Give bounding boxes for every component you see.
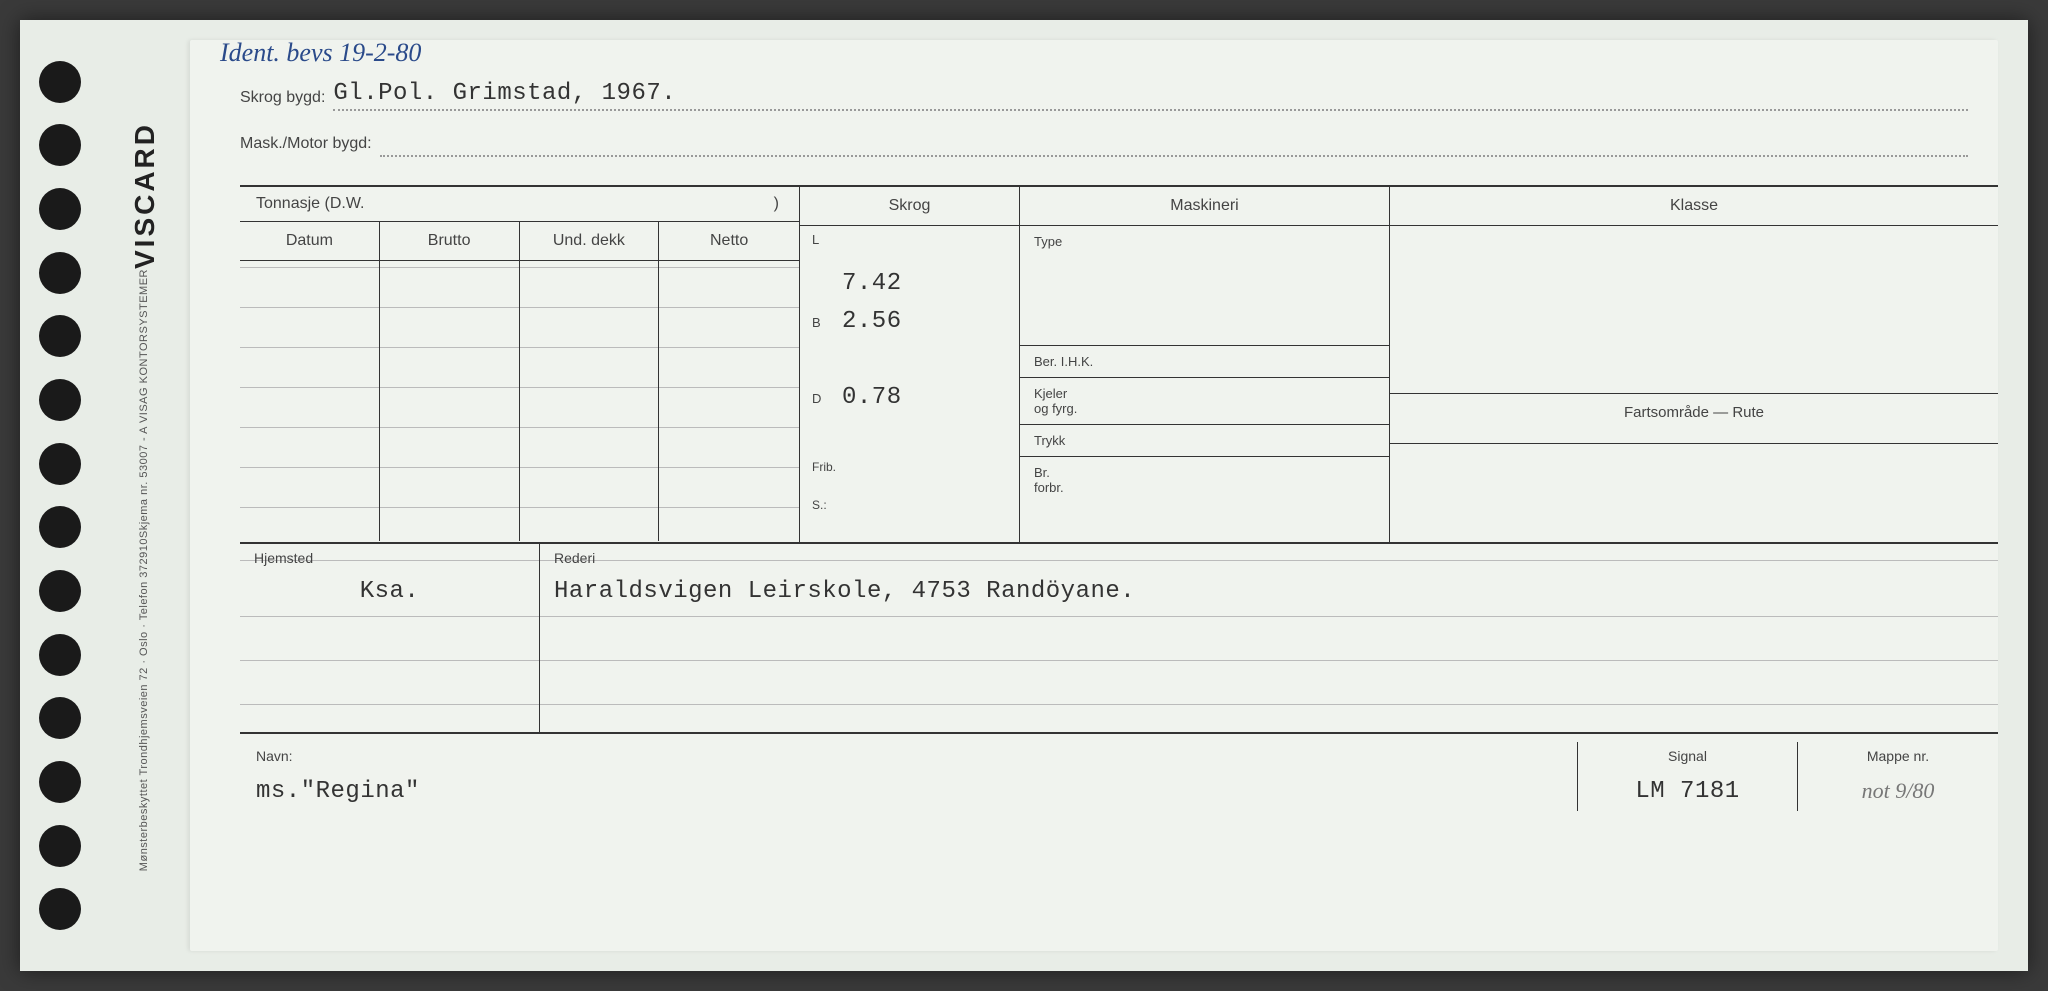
col-brutto: Brutto — [380, 222, 520, 260]
tonnage-title-right: ) — [774, 195, 779, 213]
br-forbr-label: Br. forbr. — [1034, 465, 1064, 495]
motor-bygd-label: Mask./Motor bygd: — [240, 135, 372, 157]
publisher-text: Mønsterbeskyttet Trondhjemsveien 72 · Os… — [135, 538, 155, 871]
type-label: Type — [1034, 234, 1062, 249]
punch-hole — [39, 697, 81, 739]
maskineri-body: Type Ber. I.H.K. Kjeler og fyrg. Trykk B… — [1020, 226, 1389, 503]
side-print: VISCARD Skjema nr. 53007 - A VISAG KONTO… — [100, 20, 190, 971]
punch-hole — [39, 61, 81, 103]
header-fields: Skrog bygd: Gl.Pol. Grimstad, 1967. Mask… — [190, 40, 1998, 185]
punch-hole — [39, 570, 81, 612]
tonnage-column: Tonnasje (D.W. ) Datum Brutto Und. dekk … — [240, 187, 800, 542]
klasse-column: Klasse Fartsområde — Rute — [1390, 187, 1998, 542]
punch-hole — [39, 825, 81, 867]
handwritten-note: Ident. bevs 19-2-80 — [220, 38, 421, 68]
length-value: 7.42 — [842, 270, 902, 297]
brand-logo: VISCARD — [129, 122, 161, 269]
rederi-label: Rederi — [554, 550, 1984, 566]
index-card: Ident. bevs 19-2-80 Skrog bygd: Gl.Pol. … — [190, 40, 1998, 951]
signal-label: Signal — [1594, 748, 1781, 764]
skrog-bygd-label: Skrog bygd: — [240, 89, 325, 111]
rederi-value: Haraldsvigen Leirskole, 4753 Randöyane. — [554, 578, 1984, 605]
skrog-header: Skrog — [800, 187, 1019, 226]
punch-hole — [39, 379, 81, 421]
punch-hole — [39, 634, 81, 676]
main-grid: Tonnasje (D.W. ) Datum Brutto Und. dekk … — [240, 185, 1998, 544]
navn-label: Navn: — [256, 748, 1561, 764]
col-netto: Netto — [659, 222, 799, 260]
kjeler-label: Kjeler og fyrg. — [1034, 386, 1077, 416]
signal-value: LM 7181 — [1594, 778, 1781, 805]
mappe-value: not 9/80 — [1814, 778, 1982, 804]
navn-value: ms."Regina" — [256, 778, 1561, 805]
navn-cell: Navn: ms."Regina" — [240, 742, 1578, 811]
punch-hole — [39, 506, 81, 548]
ber-ihk-label: Ber. I.H.K. — [1034, 354, 1093, 369]
punch-hole — [39, 443, 81, 485]
tonnage-subheader: Datum Brutto Und. dekk Netto — [240, 222, 799, 261]
col-und-dekk: Und. dekk — [520, 222, 660, 260]
fartsomrade-label: Fartsområde — Rute — [1390, 394, 1998, 444]
signal-cell: Signal LM 7181 — [1578, 742, 1798, 811]
mappe-cell: Mappe nr. not 9/80 — [1798, 742, 1998, 811]
punch-hole — [39, 888, 81, 930]
frib-label: Frib. — [812, 460, 836, 474]
skrog-column: Skrog L 7.42 B 2.56 D 0.78 Frib. S.: — [800, 187, 1020, 542]
maskineri-column: Maskineri Type Ber. I.H.K. Kjeler og fyr… — [1020, 187, 1390, 542]
scanned-sheet: VISCARD Skjema nr. 53007 - A VISAG KONTO… — [20, 20, 2028, 971]
tonnage-title-left: Tonnasje (D.W. — [256, 195, 364, 213]
punch-hole — [39, 124, 81, 166]
mappe-label: Mappe nr. — [1814, 748, 1982, 764]
skrog-bygd-field: Skrog bygd: Gl.Pol. Grimstad, 1967. — [240, 80, 1968, 111]
skrog-bygd-value: Gl.Pol. Grimstad, 1967. — [333, 80, 1968, 111]
punch-hole — [39, 761, 81, 803]
lower-section: Hjemsted Ksa. Rederi Haraldsvigen Leirsk… — [240, 544, 1998, 734]
form-number-text: Skjema nr. 53007 - A VISAG KONTORSYSTEME… — [135, 269, 155, 538]
tonnage-header: Tonnasje (D.W. ) — [240, 187, 799, 222]
maskineri-header: Maskineri — [1020, 187, 1389, 226]
skrog-body: L 7.42 B 2.56 D 0.78 Frib. S.: — [800, 226, 1019, 542]
klasse-body: Fartsområde — Rute — [1390, 226, 1998, 444]
beam-value: 2.56 — [842, 308, 902, 335]
hjemsted-value: Ksa. — [254, 578, 525, 605]
trykk-label: Trykk — [1034, 433, 1065, 448]
depth-label: D — [812, 391, 832, 406]
footer-section: Navn: ms."Regina" Signal LM 7181 Mappe n… — [240, 734, 1998, 811]
hjemsted-cell: Hjemsted Ksa. — [240, 544, 540, 732]
col-datum: Datum — [240, 222, 380, 260]
length-label: L — [812, 232, 832, 247]
punch-hole — [39, 188, 81, 230]
motor-bygd-field: Mask./Motor bygd: — [240, 129, 1968, 157]
tonnage-body — [240, 261, 799, 541]
punch-holes — [20, 20, 100, 971]
rederi-cell: Rederi Haraldsvigen Leirskole, 4753 Rand… — [540, 544, 1998, 732]
beam-label: B — [812, 315, 832, 330]
s-label: S.: — [812, 498, 827, 512]
depth-value: 0.78 — [842, 384, 902, 411]
punch-hole — [39, 252, 81, 294]
hjemsted-label: Hjemsted — [254, 550, 525, 566]
punch-hole — [39, 315, 81, 357]
klasse-header: Klasse — [1390, 187, 1998, 226]
motor-bygd-value — [380, 129, 1968, 157]
